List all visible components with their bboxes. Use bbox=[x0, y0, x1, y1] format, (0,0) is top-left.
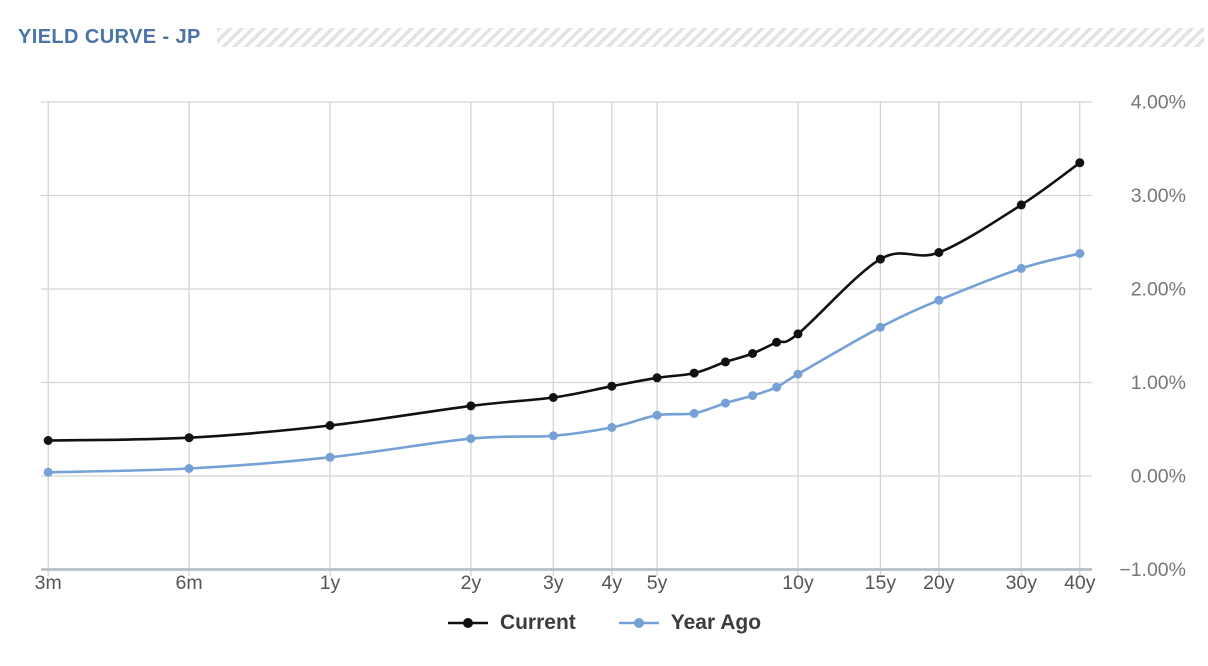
year-ago-data-point-marker bbox=[793, 369, 803, 379]
current-data-point-marker bbox=[548, 393, 558, 402]
current-data-point-marker bbox=[793, 329, 803, 339]
current-data-point-marker bbox=[772, 337, 782, 347]
year-ago-data-point-marker bbox=[43, 467, 53, 477]
current-data-point-marker bbox=[721, 357, 730, 367]
x-tick-label: 3m bbox=[35, 572, 62, 594]
current-data-point-marker bbox=[1075, 158, 1085, 168]
y-tick-label: 1.00% bbox=[1131, 372, 1186, 394]
year-ago-data-point-marker bbox=[652, 410, 662, 420]
current-data-point-marker bbox=[875, 254, 885, 264]
x-tick-label: 40y bbox=[1064, 572, 1096, 594]
x-tick-label: 1y bbox=[320, 572, 341, 594]
year-ago-data-point-marker bbox=[748, 391, 758, 401]
current-series-line bbox=[46, 161, 1082, 442]
y-tick-label: 0.00% bbox=[1131, 466, 1186, 488]
current-data-point-marker bbox=[325, 421, 335, 430]
x-tick-label: 4y bbox=[601, 572, 622, 594]
current-data-point-marker bbox=[184, 433, 194, 443]
y-tick-label: 3.00% bbox=[1131, 185, 1186, 207]
current-data-point-marker bbox=[607, 381, 617, 391]
year-ago-data-point-marker bbox=[184, 464, 194, 473]
year-ago-data-point-marker bbox=[607, 422, 617, 432]
legend-label-current: Current bbox=[499, 611, 576, 634]
x-tick-label: 20y bbox=[923, 572, 955, 594]
year-ago-data-point-marker bbox=[466, 434, 476, 444]
chart-legend: Current Year Ago bbox=[0, 605, 1208, 641]
legend-item-year-ago[interactable]: Year Ago bbox=[618, 611, 761, 635]
y-tick-label: −1.00% bbox=[1119, 559, 1186, 581]
year-ago-series-line bbox=[46, 252, 1082, 474]
current-data-point-marker bbox=[689, 368, 699, 378]
x-tick-label: 2y bbox=[461, 572, 482, 594]
year-ago-data-point-marker bbox=[721, 398, 730, 408]
year-ago-data-point-marker bbox=[934, 295, 944, 305]
year-ago-data-point-marker bbox=[875, 322, 885, 332]
year-ago-data-point-marker bbox=[772, 382, 782, 392]
y-tick-label: 2.00% bbox=[1131, 279, 1186, 301]
page-title: YIELD CURVE - JP bbox=[18, 25, 201, 48]
chart-header: YIELD CURVE - JP bbox=[18, 24, 1204, 50]
year-ago-data-point-marker bbox=[1016, 263, 1026, 273]
year-ago-data-point-marker bbox=[689, 408, 699, 418]
current-data-point-marker bbox=[934, 248, 944, 257]
year-ago-series-swatch-icon bbox=[618, 618, 659, 628]
current-series-swatch-icon bbox=[447, 618, 488, 628]
year-ago-data-point-marker bbox=[325, 452, 335, 462]
current-data-point-marker bbox=[43, 436, 53, 445]
legend-item-current[interactable]: Current bbox=[447, 611, 576, 635]
current-data-point-marker bbox=[1016, 200, 1026, 210]
year-ago-data-point-marker bbox=[548, 431, 558, 441]
current-data-point-marker bbox=[466, 401, 476, 411]
hatch-divider bbox=[216, 27, 1204, 47]
x-tick-label: 6m bbox=[176, 572, 203, 594]
legend-label-year-ago: Year Ago bbox=[670, 611, 762, 634]
current-data-point-marker bbox=[748, 349, 758, 358]
x-tick-label: 30y bbox=[1006, 572, 1038, 594]
x-tick-label: 5y bbox=[647, 572, 668, 594]
x-tick-label: 10y bbox=[782, 572, 814, 594]
y-tick-label: 4.00% bbox=[1131, 92, 1186, 114]
current-data-point-marker bbox=[652, 373, 662, 383]
x-tick-label: 15y bbox=[865, 572, 897, 594]
x-tick-label: 3y bbox=[543, 572, 564, 594]
year-ago-data-point-marker bbox=[1075, 249, 1085, 258]
